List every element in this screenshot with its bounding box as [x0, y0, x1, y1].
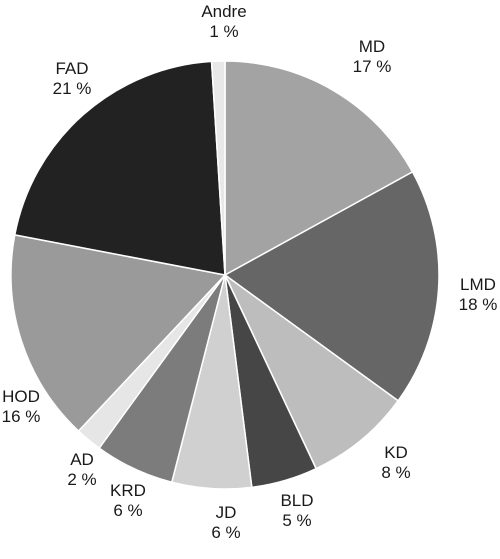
pie-label-md: MD 17 % — [353, 37, 392, 76]
pie-label-ad: AD 2 % — [67, 450, 96, 489]
pie-label-fad: FAD 21 % — [53, 59, 92, 98]
pie-labels: MD 17 %LMD 18 %KD 8 %BLD 5 %JD 6 %KRD 6 %AD 2 %… — [2, 2, 498, 542]
pie-label-percent: 8 % — [381, 463, 410, 482]
pie-label-percent: 2 % — [67, 470, 96, 489]
pie-label-name: AD — [70, 450, 94, 469]
pie-label-name: HOD — [2, 387, 40, 406]
pie-label-jd: JD 6 % — [211, 503, 240, 542]
pie-label-percent: 6 % — [113, 501, 142, 520]
pie-label-hod: HOD 16 % — [2, 387, 41, 426]
pie-label-percent: 1 % — [209, 22, 238, 41]
pie-slice-fad — [13, 60, 226, 276]
pie-slice-andre — [210, 60, 226, 276]
pie-label-percent: 17 % — [353, 57, 392, 76]
pie-label-percent: 21 % — [53, 79, 92, 98]
pie-slice-lmd — [223, 170, 440, 402]
pie-label-name: LMD — [460, 275, 496, 294]
pie-label-lmd: LMD 18 % — [459, 275, 498, 314]
pie-label-name: MD — [359, 37, 385, 56]
pie-label-bld: BLD 5 % — [280, 491, 313, 530]
pie-label-percent: 5 % — [282, 511, 311, 530]
pie-slice-kd — [224, 274, 400, 470]
pie-slices — [10, 60, 440, 490]
pie-label-percent: 18 % — [459, 295, 498, 314]
pie-label-name: BLD — [280, 491, 313, 510]
pie-label-andre: Andre 1 % — [201, 2, 246, 41]
pie-label-name: KD — [384, 443, 408, 462]
pie-label-name: FAD — [55, 59, 88, 78]
pie-label-name: KRD — [110, 481, 146, 500]
pie-label-name: Andre — [201, 2, 246, 21]
pie-slice-hod — [10, 234, 227, 433]
pie-label-name: JD — [216, 503, 237, 522]
pie-label-krd: KRD 6 % — [110, 481, 146, 520]
pie-slice-md — [224, 60, 414, 277]
pie-label-percent: 6 % — [211, 523, 240, 542]
pie-label-kd: KD 8 % — [381, 443, 410, 482]
pie-label-percent: 16 % — [2, 407, 41, 426]
